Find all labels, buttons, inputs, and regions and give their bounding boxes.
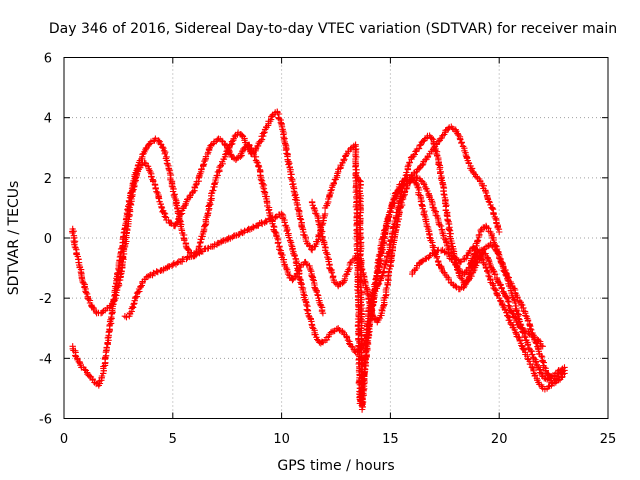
series-markers (69, 108, 329, 389)
x-tick-label: 0 (60, 432, 68, 447)
y-tick-label: 2 (44, 172, 52, 187)
y-tick-label: 6 (44, 52, 52, 67)
x-axis-label: GPS time / hours (277, 458, 394, 474)
series-points (409, 222, 568, 386)
y-tick-label: 4 (44, 112, 52, 127)
x-tick-label: 5 (169, 432, 177, 447)
series-markers (308, 174, 546, 350)
series-markers (409, 222, 568, 386)
x-tick-label: 15 (382, 432, 399, 447)
y-tick-label: -4 (39, 352, 52, 367)
x-tick-label: 25 (600, 432, 617, 447)
x-tick-label: 10 (273, 432, 290, 447)
y-tick-labels: -6 -4 -2 0 2 4 6 (39, 52, 52, 428)
y-tick-label: -2 (39, 292, 52, 307)
axis-ticks (63, 57, 609, 419)
y-axis-label: SDTVAR / TECUs (6, 181, 22, 296)
data-points (69, 108, 568, 413)
x-tick-label: 20 (491, 432, 508, 447)
chart-title: Day 346 of 2016, Sidereal Day-to-day VTE… (49, 21, 617, 37)
series-points (69, 108, 329, 389)
series-points (308, 174, 546, 350)
y-tick-label: 0 (44, 232, 52, 247)
y-tick-label: -6 (39, 413, 52, 428)
x-tick-labels: 0 5 10 15 20 25 (60, 432, 616, 447)
